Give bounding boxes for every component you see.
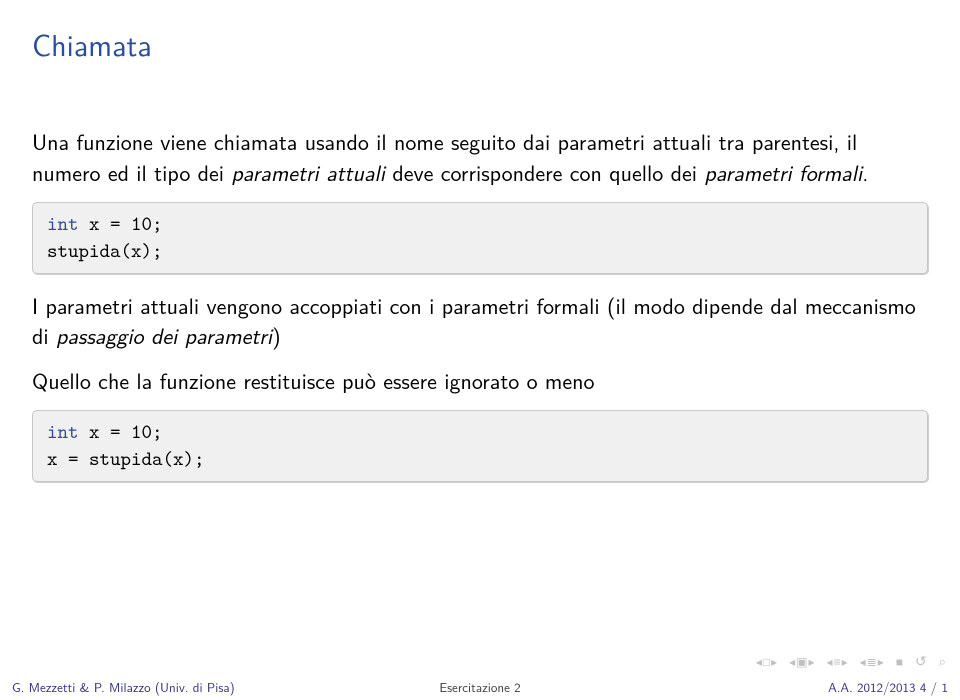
- para1-part-b: parametri attuali: [231, 156, 385, 188]
- paragraph-1: Una funzione viene chiamata usando il no…: [32, 126, 928, 188]
- para2-part-b: passaggio dei parametri: [56, 319, 272, 351]
- para1-part-c: deve corrispondere con quello dei: [385, 156, 704, 188]
- code2-line2: x = stupida(x);: [47, 446, 205, 472]
- code1-line1-rest: x = 10;: [79, 211, 163, 237]
- nav-section-icon[interactable]: ◂≣▸: [860, 655, 884, 669]
- nav-presentation-icon[interactable]: ■: [896, 655, 903, 669]
- nav-slide-icon[interactable]: ◂□▸: [756, 655, 777, 669]
- paragraph-2: I parametri attuali vengono accoppiati c…: [32, 290, 928, 352]
- code2-line1-rest: x = 10;: [79, 419, 163, 445]
- slide-title: Chiamata: [32, 22, 928, 66]
- slide-footer: G. Mezzetti & P. Milazzo (Univ. di Pisa)…: [0, 674, 960, 700]
- nav-subsection-icon[interactable]: ◂≡▸: [827, 655, 848, 669]
- para1-part-e: .: [862, 156, 868, 188]
- nav-back-icon[interactable]: ↺: [915, 653, 927, 670]
- beamer-nav-icons: ◂□▸ ◂▣▸ ◂≡▸ ◂≣▸ ■ ↺ ⌕: [756, 653, 946, 670]
- code2-keyword: int: [47, 419, 79, 445]
- footer-authors: G. Mezzetti & P. Milazzo (Univ. di Pisa): [12, 678, 324, 697]
- code-block-1: int x = 10; stupida(x);: [32, 202, 928, 274]
- para2-part-c: ): [272, 319, 281, 351]
- code1-line2: stupida(x);: [47, 238, 163, 264]
- footer-page: A.A. 2012/2013 4 / 1: [636, 678, 948, 697]
- paragraph-3: Quello che la funzione restituisce può e…: [32, 365, 928, 396]
- nav-search-icon[interactable]: ⌕: [939, 654, 946, 670]
- nav-frame-icon[interactable]: ◂▣▸: [789, 655, 814, 669]
- code1-keyword: int: [47, 211, 79, 237]
- code-block-2: int x = 10; x = stupida(x);: [32, 410, 928, 482]
- para1-part-d: parametri formali: [704, 156, 862, 188]
- footer-title: Esercitazione 2: [324, 678, 636, 697]
